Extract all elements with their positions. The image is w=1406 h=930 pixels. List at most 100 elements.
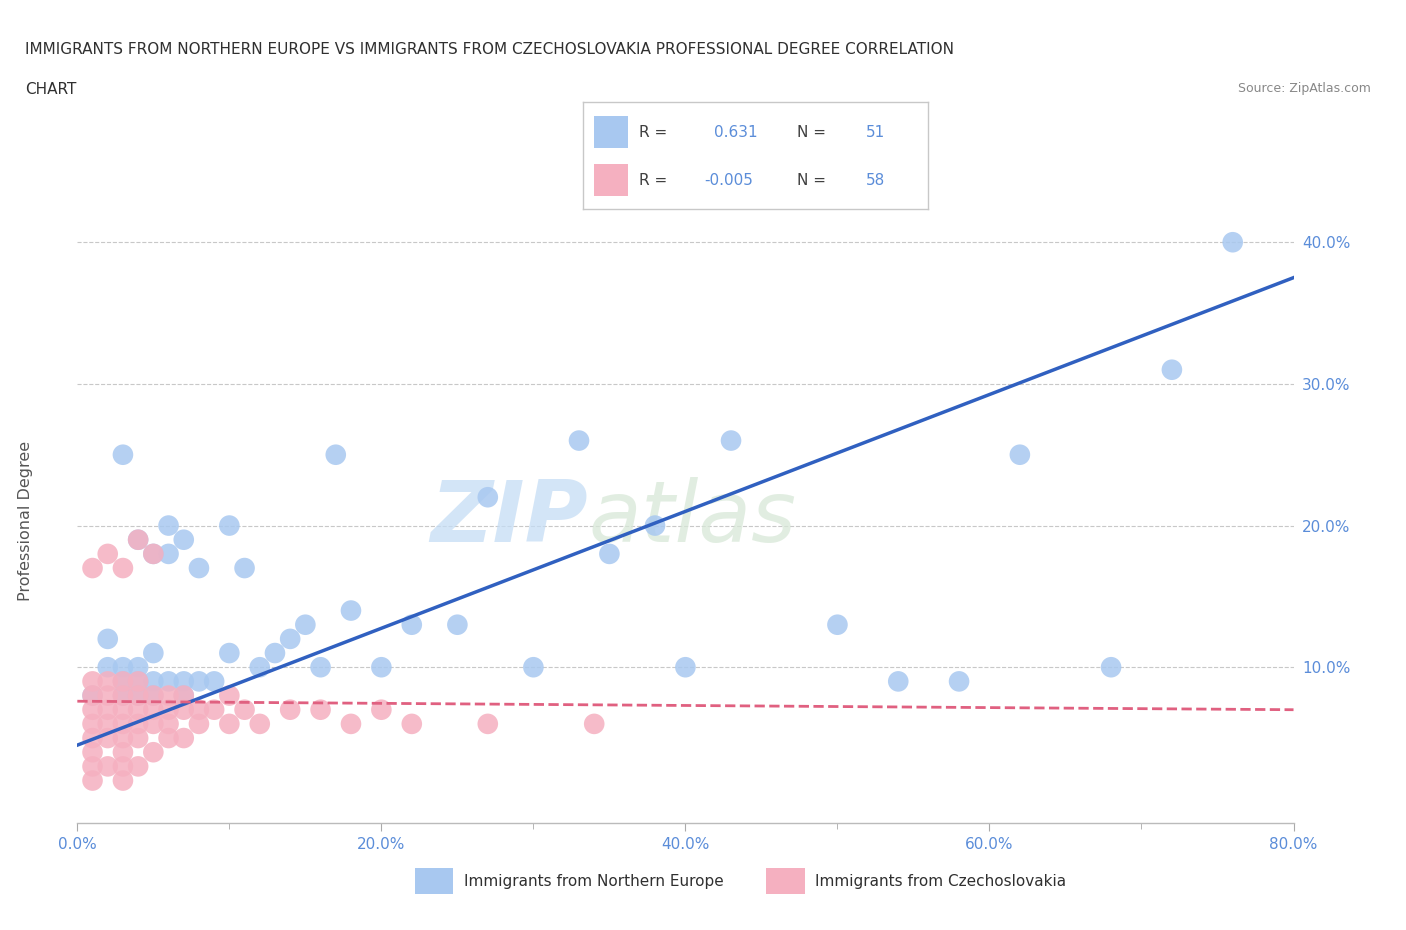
Point <box>173 731 195 746</box>
Point <box>188 674 211 689</box>
Point <box>82 561 104 576</box>
Text: ZIP: ZIP <box>430 477 588 560</box>
Point <box>370 702 392 717</box>
Point <box>340 604 363 618</box>
Bar <box>593 165 628 196</box>
Point <box>127 731 149 746</box>
Point <box>598 547 620 562</box>
Point <box>111 773 134 788</box>
Point <box>97 631 120 646</box>
Point <box>142 674 165 689</box>
Point <box>111 688 134 703</box>
Point <box>294 618 316 632</box>
Point <box>127 702 149 717</box>
Point <box>97 731 120 746</box>
Point <box>111 447 134 462</box>
Point <box>340 716 363 731</box>
Text: R =: R = <box>638 173 666 188</box>
Text: 0.631: 0.631 <box>714 125 758 140</box>
Point <box>370 659 392 674</box>
Point <box>1008 447 1031 462</box>
Point <box>111 561 134 576</box>
Point <box>142 702 165 717</box>
Point <box>827 618 849 632</box>
Text: 58: 58 <box>866 173 886 188</box>
Text: N =: N = <box>797 173 827 188</box>
Point <box>644 518 666 533</box>
Point <box>111 659 134 674</box>
Point <box>173 688 195 703</box>
Point <box>278 702 301 717</box>
Point <box>127 759 149 774</box>
Bar <box>766 869 806 894</box>
Point <box>111 702 134 717</box>
Point <box>173 702 195 717</box>
Point <box>97 688 120 703</box>
Point <box>309 659 332 674</box>
Text: IMMIGRANTS FROM NORTHERN EUROPE VS IMMIGRANTS FROM CZECHOSLOVAKIA PROFESSIONAL D: IMMIGRANTS FROM NORTHERN EUROPE VS IMMIG… <box>25 42 955 57</box>
Point <box>111 674 134 689</box>
Point <box>142 688 165 703</box>
Point <box>142 716 165 731</box>
Point <box>111 688 134 703</box>
Point <box>111 731 134 746</box>
Point <box>157 688 180 703</box>
Point <box>142 645 165 660</box>
Point <box>157 674 180 689</box>
Point <box>401 618 423 632</box>
Text: 51: 51 <box>866 125 886 140</box>
Point <box>264 645 287 660</box>
Point <box>157 731 180 746</box>
Point <box>233 702 256 717</box>
Point <box>887 674 910 689</box>
Point <box>583 716 606 731</box>
Point <box>218 518 240 533</box>
Point <box>446 618 468 632</box>
Point <box>1222 234 1244 249</box>
Point <box>82 688 104 703</box>
Point <box>142 745 165 760</box>
Text: Immigrants from Czechoslovakia: Immigrants from Czechoslovakia <box>815 873 1067 889</box>
Point <box>97 759 120 774</box>
Point <box>82 773 104 788</box>
Point <box>1099 659 1122 674</box>
Point <box>188 702 211 717</box>
Point <box>1161 363 1184 378</box>
Point <box>218 688 240 703</box>
Point <box>97 659 120 674</box>
Point <box>82 759 104 774</box>
Point <box>111 674 134 689</box>
Point <box>157 702 180 717</box>
Point <box>278 631 301 646</box>
Text: Professional Degree: Professional Degree <box>18 441 32 601</box>
Point <box>127 532 149 547</box>
Point <box>218 716 240 731</box>
Point <box>948 674 970 689</box>
Point <box>720 433 742 448</box>
Point <box>97 702 120 717</box>
Point <box>82 674 104 689</box>
Text: Immigrants from Northern Europe: Immigrants from Northern Europe <box>464 873 724 889</box>
Point <box>249 659 271 674</box>
Point <box>142 547 165 562</box>
Point <box>127 716 149 731</box>
Point <box>127 674 149 689</box>
Bar <box>593 116 628 148</box>
Point <box>188 561 211 576</box>
Point <box>401 716 423 731</box>
Bar <box>415 869 454 894</box>
Point <box>249 716 271 731</box>
Point <box>522 659 544 674</box>
Point <box>218 645 240 660</box>
Point <box>82 702 104 717</box>
Point <box>173 674 195 689</box>
Point <box>82 731 104 746</box>
Point <box>477 490 499 505</box>
Point <box>202 702 225 717</box>
Point <box>97 547 120 562</box>
Text: N =: N = <box>797 125 827 140</box>
Point <box>188 716 211 731</box>
Point <box>157 716 180 731</box>
Point <box>233 561 256 576</box>
Text: CHART: CHART <box>25 82 77 97</box>
